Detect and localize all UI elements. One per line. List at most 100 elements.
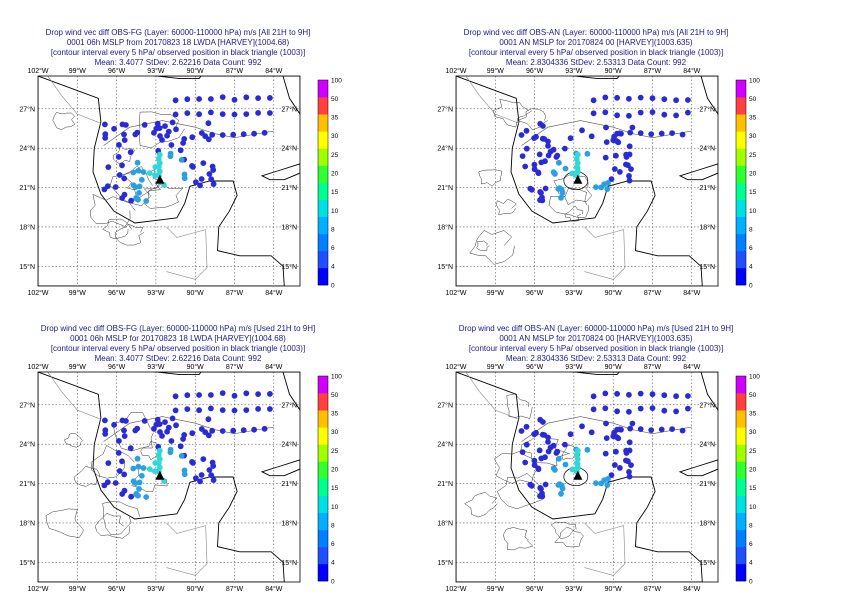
observation-dot <box>611 166 618 172</box>
lat-tick-label: 18°N <box>699 519 715 527</box>
observation-dot <box>206 171 213 177</box>
colorbar-segment <box>736 444 746 462</box>
observation-dot <box>626 391 632 398</box>
panel-title-line: Drop wind vec diff OBS-AN (Layer: 60000-… <box>458 324 734 333</box>
lon-tick-label: 84°W <box>265 363 283 371</box>
observation-dot <box>616 130 623 137</box>
lat-tick-label: 24°N <box>699 441 715 449</box>
lon-tick-label: 102°W <box>27 363 48 371</box>
lon-tick-label: 96°W <box>108 363 126 371</box>
observation-dot <box>604 482 611 488</box>
colorbar-label: 15 <box>331 189 339 196</box>
observation-dot <box>542 454 548 461</box>
observation-dot <box>550 169 557 176</box>
panel-title-line: Mean: 3.4077 StDev: 2.62216 Data Count: … <box>94 58 262 67</box>
observation-dot <box>584 446 591 453</box>
terrain-contour <box>564 205 583 222</box>
colorbar: 0 4 6 8 10 15 20 25 30 35 50 100 <box>317 77 342 289</box>
observation-dot <box>550 465 557 472</box>
lon-tick-label: 102°W <box>27 67 48 75</box>
panel-title-line: 0001 06h MSLP for 20170823 18 LWDA [HARV… <box>70 334 286 343</box>
observation-dot <box>159 433 165 439</box>
observation-dot <box>628 166 634 173</box>
observation-dot <box>136 183 143 190</box>
panel-title-line: [contour interval every 5 hPa/ observed … <box>50 48 306 57</box>
lon-tick-label: 99°W <box>69 67 87 75</box>
terrain-contour <box>492 98 533 128</box>
observation-dot <box>121 433 128 439</box>
observation-dot <box>141 122 148 128</box>
observation-dot <box>673 393 679 400</box>
terrain-contour <box>478 169 503 187</box>
observation-dot <box>590 406 597 413</box>
colorbar-segment <box>736 427 746 445</box>
terrain-contour <box>548 187 589 218</box>
observation-dot <box>172 97 179 104</box>
observation-dot <box>627 129 634 136</box>
panel-title-line: [contour interval every 5 hPa/ observed … <box>50 344 306 353</box>
observation-dot <box>255 95 261 101</box>
observation-dot <box>167 449 174 456</box>
observation-dot <box>209 459 216 466</box>
colorbar-label: 30 <box>331 133 339 140</box>
lat-tick-label: 27°N <box>437 401 453 409</box>
observation-dot <box>673 97 679 104</box>
colorbar-label: 25 <box>331 152 339 159</box>
map-frame <box>37 371 301 583</box>
observation-dot <box>165 424 172 431</box>
lat-tick-label: 27°N <box>699 401 715 409</box>
observation-dot <box>658 130 665 137</box>
lat-tick-label: 21°N <box>19 184 35 192</box>
observation-dot <box>661 96 668 103</box>
observation-dot <box>196 407 203 414</box>
observation-dot <box>119 162 125 169</box>
pressure-contour <box>103 120 274 146</box>
observation-dot <box>231 111 238 118</box>
observation-dot <box>569 170 576 177</box>
observation-dot <box>127 149 134 156</box>
observation-dot <box>134 425 141 432</box>
observation-dot <box>626 447 633 454</box>
lat-tick-label: 24°N <box>437 441 453 449</box>
observation-dot <box>610 433 617 440</box>
lon-tick-label: 90°W <box>605 67 623 75</box>
lon-tick-label: 87°W <box>226 585 244 593</box>
terrain-contour <box>550 521 577 539</box>
observation-dot <box>661 407 668 414</box>
observation-dot <box>219 390 226 396</box>
observation-dot <box>562 461 569 468</box>
colorbar-label: 6 <box>331 245 335 252</box>
coastline <box>678 163 718 181</box>
map-panel-1: Drop wind vec diff OBS-FG (Layer: 60000-… <box>18 28 418 318</box>
observation-dot <box>540 419 546 425</box>
colorbar-label: 35 <box>749 411 757 418</box>
lon-tick-label: 90°W <box>187 363 205 371</box>
observation-dot <box>539 135 546 142</box>
panel-title-line: Mean: 2.8304336 StDev: 2.53313 Data Coun… <box>505 58 687 67</box>
observation-dot <box>177 443 184 450</box>
observation-dot <box>255 406 261 412</box>
observation-dot <box>628 462 634 468</box>
colorbar-segment <box>736 131 746 149</box>
terrain-contour <box>102 501 140 535</box>
observation-dot <box>518 132 525 138</box>
observation-dot <box>579 423 585 430</box>
observation-dot <box>141 418 148 424</box>
colorbar-label: 20 <box>749 467 757 474</box>
observation-dot <box>602 450 609 457</box>
lat-tick-label: 18°N <box>281 223 297 231</box>
colorbar-segment <box>736 250 746 269</box>
observation-dot <box>116 172 123 178</box>
observation-dot <box>614 112 620 119</box>
colorbar-label: 50 <box>749 96 757 103</box>
observation-dot <box>135 463 142 470</box>
terrain-contour <box>554 526 585 548</box>
lat-tick-label: 21°N <box>19 480 35 488</box>
observation-dot <box>590 110 597 117</box>
lon-tick-label: 90°W <box>605 289 623 297</box>
observation-dot <box>146 170 153 177</box>
observation-dot <box>172 111 179 118</box>
lon-tick-label: 93°W <box>147 585 165 593</box>
lat-tick-label: 15°N <box>19 559 35 567</box>
observation-dot <box>536 151 543 158</box>
